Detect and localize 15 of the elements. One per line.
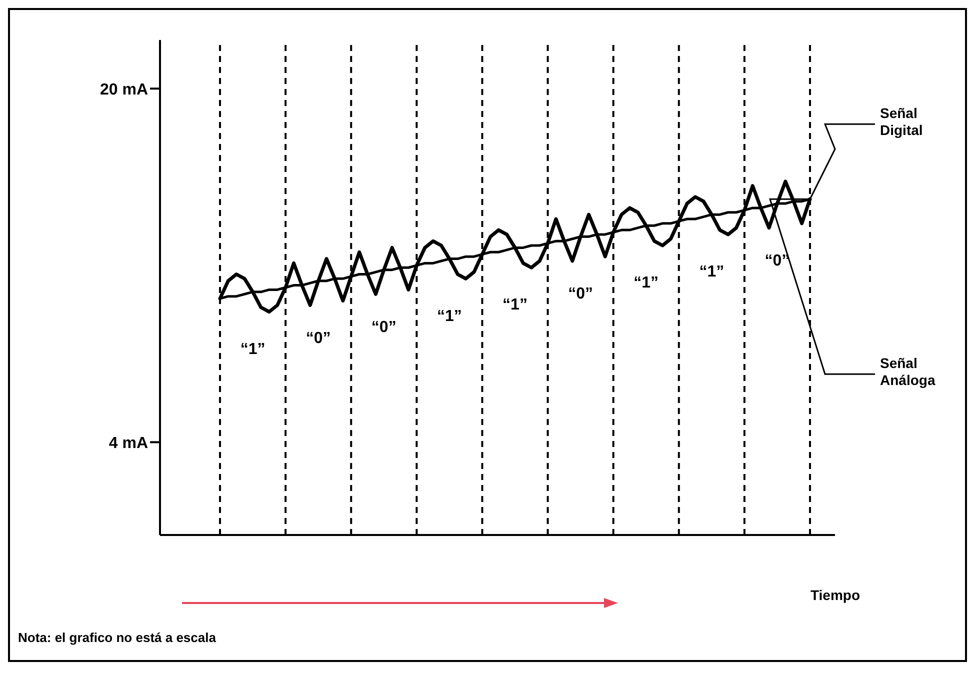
annotation: “1” — [436, 308, 462, 325]
annotation: “1” — [502, 296, 528, 314]
text: Señal Digital — [880, 105, 923, 138]
y-tick-label: 20 mA — [100, 81, 148, 98]
annotation: “0” — [764, 252, 790, 270]
x-axis-title: Tiempo — [810, 587, 860, 603]
annotation: “0” — [306, 330, 331, 347]
annotation: “1” — [699, 264, 724, 281]
annotation: “0” — [568, 286, 594, 303]
annotation: “1” — [240, 340, 266, 358]
y-tick-label: 4 mA — [108, 434, 148, 452]
annotation: “0” — [371, 318, 396, 336]
annotation: “1” — [634, 274, 659, 292]
text: Señal Análoga — [880, 355, 936, 388]
text: Nota: el grafico no está a escala — [18, 630, 216, 645]
